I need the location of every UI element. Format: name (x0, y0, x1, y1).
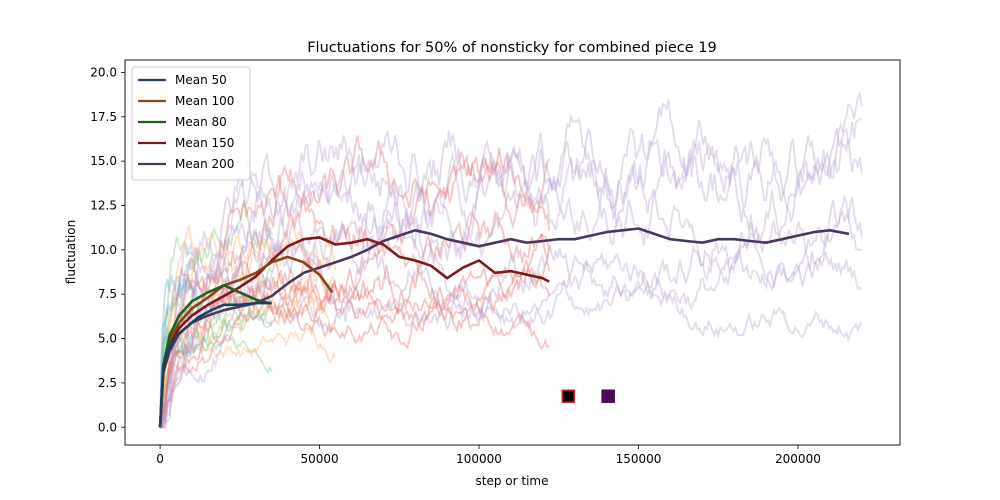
series-line-mean-50 (158, 301, 272, 428)
background-trace (159, 304, 273, 428)
background-trace (159, 275, 337, 428)
y-tick-label: 5.0 (98, 332, 117, 346)
background-trace (159, 113, 863, 428)
background-trace (159, 199, 273, 428)
y-tick-label: 7.5 (98, 287, 117, 301)
x-tick-label: 0 (156, 452, 164, 466)
y-tick-label: 20.0 (90, 65, 117, 79)
background-trace (160, 117, 862, 429)
x-tick-label: 50000 (300, 452, 338, 466)
series-line-mean-150 (158, 236, 550, 428)
background-trace (159, 324, 337, 428)
x-tick-label: 100000 (456, 452, 502, 466)
y-tick-label: 0.0 (98, 420, 117, 434)
background-trace (159, 238, 337, 428)
background-trace (159, 325, 200, 428)
x-tick-label: 200000 (775, 452, 821, 466)
x-axis-label: step or time (476, 474, 549, 488)
background-trace (159, 270, 200, 428)
background-trace (159, 220, 863, 428)
background-trace (159, 209, 551, 428)
background-trace (159, 128, 863, 428)
x-axis: 0 50000 100000 150000 200000 (156, 445, 821, 466)
x-tick-label: 150000 (616, 452, 662, 466)
background-trace (160, 269, 337, 429)
background-trace (159, 297, 273, 428)
chart-title: Fluctuations for 50% of nonsticky for co… (307, 40, 717, 56)
legend-box (131, 66, 251, 181)
plot-area (124, 59, 901, 446)
legend-entry: Mean 80 (175, 115, 227, 129)
plot-background (125, 60, 900, 445)
background-trace (159, 265, 551, 428)
background-trace (159, 331, 273, 428)
legend-entry: Mean 100 (175, 94, 234, 108)
background-trace (159, 291, 550, 428)
plot-frame (124, 59, 901, 446)
background-trace (159, 249, 200, 428)
legend-entry: Mean 200 (175, 157, 234, 171)
y-tick-label: 2.5 (98, 376, 117, 390)
background-trace (160, 279, 863, 429)
y-tick-label: 17.5 (90, 110, 117, 124)
y-axis-label: fluctuation (64, 220, 78, 284)
series-layer (158, 227, 850, 428)
y-axis: 0.0 2.5 5.0 7.5 10.0 12.5 15.0 17.5 20.0 (90, 65, 125, 434)
background-trace (159, 193, 863, 428)
square-marker (601, 389, 615, 403)
square-marker (561, 389, 576, 403)
markers-layer (561, 389, 615, 403)
background-trace (159, 135, 551, 428)
y-tick-label: 12.5 (90, 198, 117, 212)
series-line-mean-100 (158, 255, 334, 428)
series-line-mean-80 (158, 283, 269, 428)
background-trace (159, 299, 272, 428)
y-tick-label: 10.0 (90, 243, 117, 257)
background-trace (159, 274, 200, 428)
legend-entry: Mean 50 (175, 73, 227, 87)
legend-entry: Mean 150 (175, 136, 234, 150)
y-tick-label: 15.0 (90, 154, 117, 168)
background-trace (159, 217, 337, 428)
background-trace (160, 90, 863, 429)
legend: Mean 50 Mean 100 Mean 80 Mean 150 Mean 200 (131, 66, 251, 181)
